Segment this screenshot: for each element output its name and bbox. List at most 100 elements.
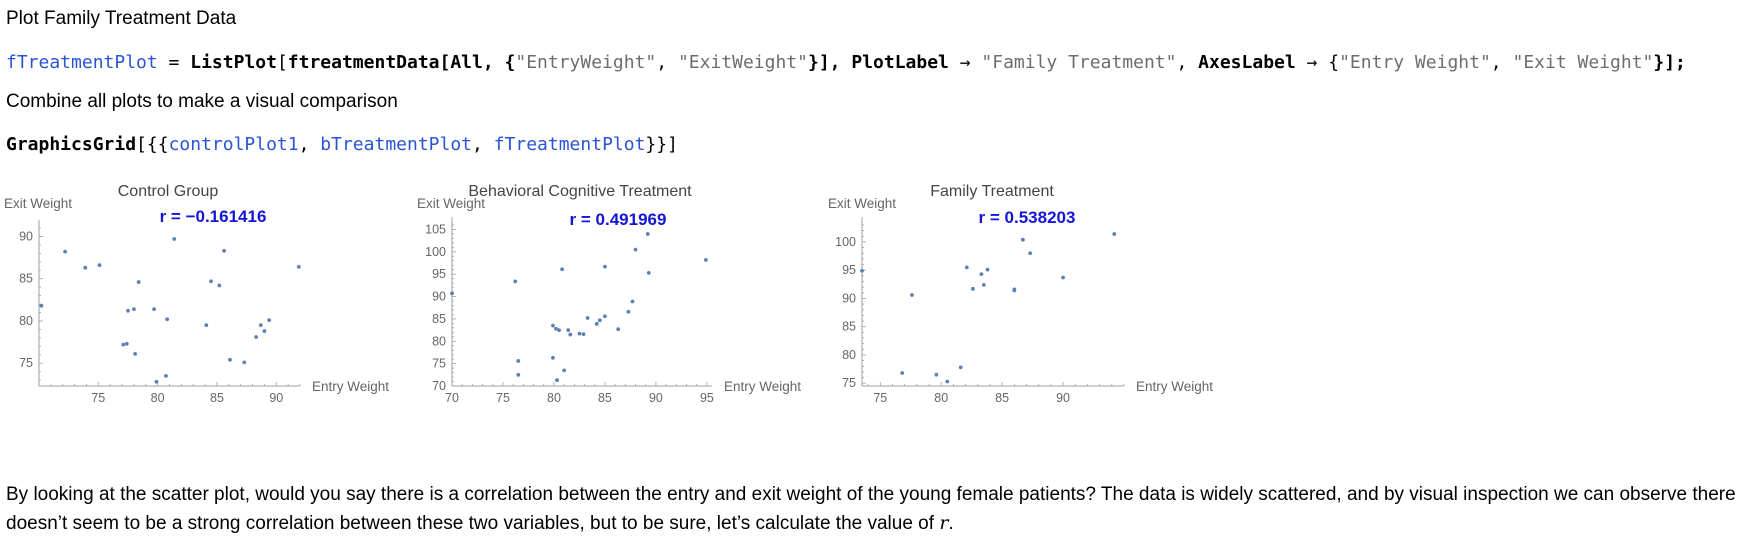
data-point [262, 329, 267, 333]
data-point [585, 316, 590, 320]
data-point [1020, 237, 1025, 242]
code-token: ftreatmentData[All, { [287, 52, 516, 73]
data-point [554, 326, 558, 331]
code-token: → { [1295, 52, 1340, 73]
code-token: , [1490, 52, 1513, 73]
data-point [597, 318, 602, 323]
chart-title: Behavioral Cognitive Treatment [468, 183, 692, 200]
data-point [603, 314, 607, 319]
data-point [126, 308, 130, 313]
y-tick-label: 85 [842, 320, 856, 334]
x-tick-label: 70 [445, 391, 459, 405]
data-point [568, 332, 573, 337]
code-token: , [656, 52, 678, 73]
y-tick-label: 75 [842, 376, 856, 390]
data-point [626, 309, 631, 314]
y-tick-label: 100 [425, 245, 446, 259]
code-token: PlotLabel [851, 52, 949, 73]
data-point [934, 372, 939, 377]
data-point [296, 264, 301, 269]
data-point [1061, 275, 1065, 280]
data-point [154, 379, 159, 384]
r-annotation: r = 0.538203 [979, 208, 1076, 227]
data-point [860, 268, 864, 273]
data-point [616, 327, 621, 332]
y-tick-label: 80 [842, 348, 856, 362]
code-input-ftreatmentplot[interactable]: fTreatmentPlot = ListPlot[ftreatmentData… [6, 52, 1686, 74]
code-token: bTreatmentPlot [320, 134, 473, 155]
data-point [165, 317, 170, 322]
data-point [204, 323, 209, 328]
x-axis-label: Entry Weight [724, 379, 801, 394]
code-token: controlPlot1 [168, 134, 299, 155]
data-point [557, 328, 561, 332]
data-point [958, 365, 963, 370]
data-point [133, 351, 137, 356]
data-point [900, 371, 905, 375]
code-token: }], [807, 52, 852, 73]
code-token: "Entry Weight" [1339, 52, 1491, 73]
data-point [124, 341, 129, 346]
data-point [97, 263, 102, 268]
y-axis-label: Exit Weight [417, 196, 485, 211]
section-heading-combine: Combine all plots to make a visual compa… [6, 91, 398, 112]
y-tick-label: 80 [19, 314, 33, 328]
code-input-graphicsgrid[interactable]: GraphicsGrid[{{controlPlot1, bTreatmentP… [6, 134, 678, 156]
data-point [551, 355, 555, 360]
x-tick-label: 75 [496, 391, 510, 405]
r-annotation: r = −0.161416 [160, 207, 267, 226]
y-tick-label: 80 [432, 334, 446, 348]
code-token: }}] [645, 134, 678, 155]
data-point [222, 248, 226, 253]
data-point [267, 318, 272, 322]
data-point [1012, 287, 1017, 292]
data-point [551, 323, 555, 328]
data-point [594, 321, 599, 326]
data-point [83, 265, 88, 270]
x-tick-label: 85 [995, 391, 1009, 405]
y-axis-label: Exit Weight [828, 196, 896, 211]
data-point [703, 257, 708, 262]
y-tick-label: 85 [19, 272, 33, 286]
data-point [63, 249, 67, 254]
data-point [136, 280, 141, 284]
y-axis-label: Exit Weight [4, 196, 72, 211]
y-tick-label: 90 [432, 290, 446, 304]
graphics-grid-output: Control Group Exit Weight Entry Weight 75 80… [4, 183, 1213, 405]
data-point [603, 264, 607, 269]
data-point [630, 299, 635, 304]
code-token: "Exit Weight" [1512, 52, 1654, 73]
data-point [633, 247, 638, 252]
x-tick-label: 80 [934, 391, 948, 405]
code-token: → [948, 52, 982, 73]
data-point [945, 379, 950, 384]
data-point [964, 265, 969, 270]
explanation-paragraph: By looking at the scatter plot, would yo… [6, 481, 1751, 538]
code-token: fTreatmentPlot [493, 134, 646, 155]
y-tick-label: 75 [19, 356, 33, 370]
chart-title: Family Treatment [930, 183, 1054, 200]
data-point [39, 303, 44, 308]
x-tick-label: 90 [649, 391, 663, 405]
x-tick-label: 95 [700, 391, 714, 405]
code-token: , [1176, 52, 1199, 73]
data-point [562, 368, 567, 373]
chart-title: Control Group [118, 183, 219, 200]
data-point [646, 270, 651, 275]
y-tick-label: 105 [425, 222, 446, 236]
data-point [566, 328, 571, 332]
code-token: = [157, 52, 191, 73]
data-point [516, 372, 521, 377]
code-token: [{{ [136, 134, 169, 155]
data-point [242, 360, 247, 365]
data-point [254, 335, 259, 339]
data-point [228, 357, 232, 362]
x-axis-label: Entry Weight [1136, 379, 1213, 394]
section-heading-plot-family: Plot Family Treatment Data [6, 8, 237, 29]
y-tick-label: 95 [432, 267, 446, 281]
y-tick-label: 85 [432, 312, 446, 326]
data-point [970, 286, 975, 291]
x-tick-label: 85 [210, 391, 224, 405]
y-tick-label: 90 [19, 229, 33, 243]
paragraph-text: By looking at the scatter plot, would yo… [6, 484, 1736, 534]
